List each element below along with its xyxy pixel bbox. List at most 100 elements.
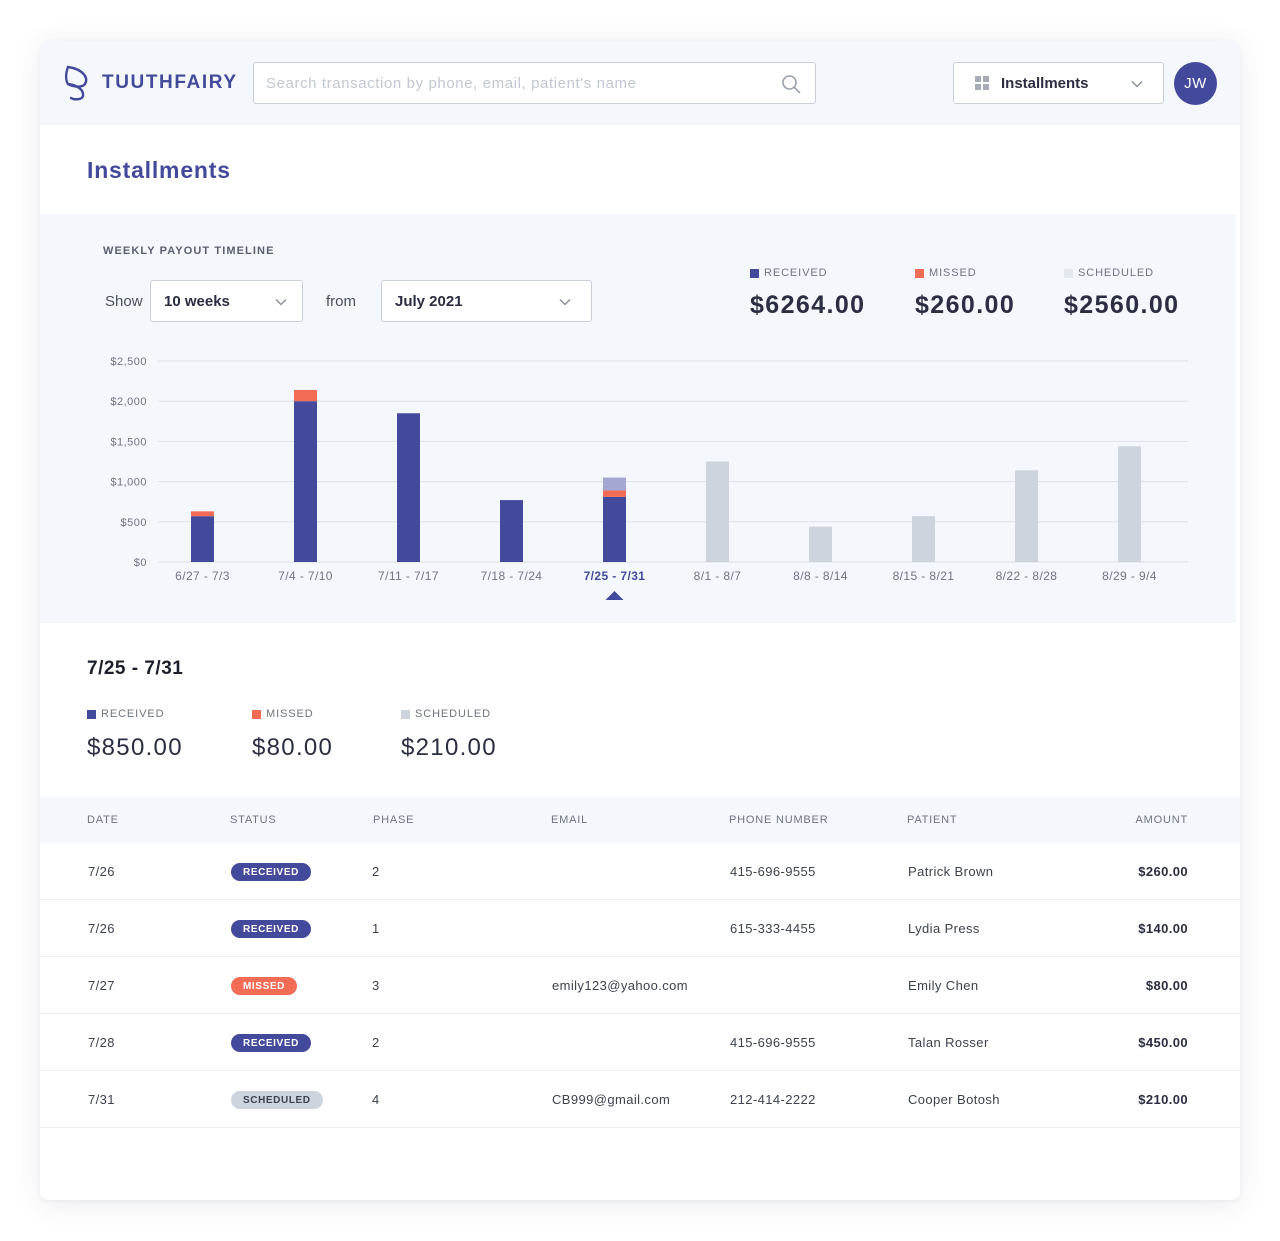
cell-patient: Lydia Press xyxy=(908,921,980,936)
y-tick-label: $1,500 xyxy=(110,436,147,448)
chevron-down-icon xyxy=(1131,80,1143,88)
bar-received[interactable] xyxy=(191,516,214,562)
column-header-email[interactable]: EMAIL xyxy=(551,814,589,826)
scheduled-legend-swatch xyxy=(401,709,410,719)
cell-patient: Patrick Brown xyxy=(908,864,994,879)
column-header-status[interactable]: STATUS xyxy=(230,814,277,826)
week-missed-label: MISSED xyxy=(266,708,314,720)
table-row[interactable]: 7/31 SCHEDULED 4 CB999@gmail.com 212-414… xyxy=(40,1071,1240,1128)
bar-scheduled[interactable] xyxy=(603,477,626,491)
weeks-select-value: 10 weeks xyxy=(164,292,230,310)
grid-icon xyxy=(975,76,989,90)
cell-email[interactable]: emily123@yahoo.com xyxy=(552,978,689,993)
table-row[interactable]: 7/27 MISSED 3 emily123@yahoo.com Emily C… xyxy=(40,957,1240,1014)
view-select[interactable]: Installments xyxy=(953,62,1164,104)
avatar[interactable]: JW xyxy=(1174,62,1217,105)
total-missed-label: MISSED xyxy=(929,267,977,279)
cell-phone: 212-414-2222 xyxy=(730,1092,816,1107)
received-legend-swatch xyxy=(750,268,759,278)
payout-bar-chart: $0 $500 $1,000 $1,500 $2,000 $2,500 6/27 - 7/3… xyxy=(110,356,1188,600)
week-received-label: RECEIVED xyxy=(101,708,165,720)
cell-phase: 2 xyxy=(372,1035,380,1050)
x-tick-label[interactable]: 7/4 - 7/10 xyxy=(278,569,333,583)
table-row[interactable]: 7/26 RECEIVED 2 415-696-9555 Patrick Bro… xyxy=(40,843,1240,900)
column-header-phone[interactable]: PHONE NUMBER xyxy=(729,814,829,826)
status-badge: SCHEDULED xyxy=(231,1091,323,1109)
month-select-value: July 2021 xyxy=(395,292,463,310)
cell-phase: 3 xyxy=(372,978,380,993)
bar-scheduled[interactable] xyxy=(809,526,832,562)
cell-date: 7/27 xyxy=(88,978,115,993)
x-tick-label[interactable]: 8/15 - 8/21 xyxy=(893,569,955,583)
missed-legend-swatch xyxy=(252,709,261,719)
column-header-phase[interactable]: PHASE xyxy=(373,814,415,826)
week-received-value: $850.00 xyxy=(87,734,183,761)
search-input[interactable] xyxy=(266,63,766,103)
total-missed-value: $260.00 xyxy=(915,291,1016,319)
bar-received[interactable] xyxy=(294,401,317,562)
cell-email[interactable]: CB999@gmail.com xyxy=(552,1092,671,1107)
bar-received[interactable] xyxy=(603,496,626,562)
from-label: from xyxy=(326,293,356,310)
cell-date: 7/28 xyxy=(88,1035,115,1050)
weeks-select[interactable]: 10 weeks xyxy=(150,280,303,322)
week-missed: MISSED $80.00 xyxy=(252,708,333,762)
y-tick-label: $500 xyxy=(121,517,147,529)
bar-received[interactable] xyxy=(397,413,420,562)
column-header-date[interactable]: DATE xyxy=(87,814,119,826)
week-missed-value: $80.00 xyxy=(252,734,334,761)
status-badge: RECEIVED xyxy=(231,863,311,881)
bar-scheduled[interactable] xyxy=(1015,470,1038,562)
search-box[interactable] xyxy=(253,62,816,104)
cell-phone: 615-333-4455 xyxy=(730,921,816,936)
month-select[interactable]: July 2021 xyxy=(381,280,592,322)
x-tick-label[interactable]: 8/1 - 8/7 xyxy=(694,569,742,583)
selected-week-indicator-icon xyxy=(605,591,624,600)
app-card: TUUTHFAIRY Installments JW Installments … xyxy=(40,41,1240,1200)
cell-amount: $140.00 xyxy=(1138,921,1188,936)
cell-patient: Cooper Botosh xyxy=(908,1092,1000,1107)
cell-phone: 415-696-9555 xyxy=(730,1035,816,1050)
cell-phase: 1 xyxy=(372,921,380,936)
y-tick-label: $0 xyxy=(134,557,147,569)
brand-logo[interactable]: TUUTHFAIRY xyxy=(62,63,238,103)
bar-scheduled[interactable] xyxy=(1118,446,1141,562)
table-row[interactable]: 7/26 RECEIVED 1 615-333-4455 Lydia Press… xyxy=(40,900,1240,957)
bar-scheduled[interactable] xyxy=(912,516,935,562)
status-badge: RECEIVED xyxy=(231,920,311,938)
bar-missed[interactable] xyxy=(294,389,317,402)
x-tick-label[interactable]: 6/27 - 7/3 xyxy=(175,569,230,583)
received-legend-swatch xyxy=(87,709,96,719)
brand-name: TUUTHFAIRY xyxy=(102,72,238,93)
column-header-amount[interactable]: AMOUNT xyxy=(1135,814,1188,826)
total-missed: MISSED $260.00 xyxy=(915,267,1015,320)
view-select-label: Installments xyxy=(1001,74,1089,92)
total-scheduled: SCHEDULED $2560.00 xyxy=(1064,267,1179,320)
selected-week-title: 7/25 - 7/31 xyxy=(87,658,184,679)
missed-legend-swatch xyxy=(915,268,924,278)
x-tick-label[interactable]: 8/8 - 8/14 xyxy=(793,569,848,583)
cell-phase: 2 xyxy=(372,864,380,879)
x-tick-label[interactable]: 7/11 - 7/17 xyxy=(378,569,439,583)
cell-amount: $450.00 xyxy=(1138,1035,1188,1050)
table-row[interactable]: 7/28 RECEIVED 2 415-696-9555 Talan Rosse… xyxy=(40,1014,1240,1071)
x-tick-label[interactable]: 7/25 - 7/31 xyxy=(584,569,646,583)
cell-amount: $260.00 xyxy=(1138,864,1188,879)
payout-timeline-panel: WEEKLY PAYOUT TIMELINE Show 10 weeks fro… xyxy=(40,214,1236,623)
x-tick-label[interactable]: 8/22 - 8/28 xyxy=(996,569,1058,583)
scheduled-legend-swatch xyxy=(1064,268,1073,278)
week-scheduled-label: SCHEDULED xyxy=(415,708,491,720)
total-scheduled-label: SCHEDULED xyxy=(1078,267,1154,279)
bar-scheduled[interactable] xyxy=(706,461,729,563)
bar-missed[interactable] xyxy=(191,511,214,517)
column-header-patient[interactable]: PATIENT xyxy=(907,814,958,826)
cell-amount: $210.00 xyxy=(1138,1092,1188,1107)
x-tick-label[interactable]: 7/18 - 7/24 xyxy=(481,569,543,583)
bar-missed[interactable] xyxy=(603,490,626,497)
total-scheduled-value: $2560.00 xyxy=(1064,291,1180,319)
bar-received[interactable] xyxy=(500,500,523,562)
x-tick-label[interactable]: 8/29 - 9/4 xyxy=(1102,569,1157,583)
search-icon[interactable] xyxy=(781,74,801,94)
week-scheduled-value: $210.00 xyxy=(401,734,497,761)
y-tick-label: $1,000 xyxy=(110,477,147,489)
